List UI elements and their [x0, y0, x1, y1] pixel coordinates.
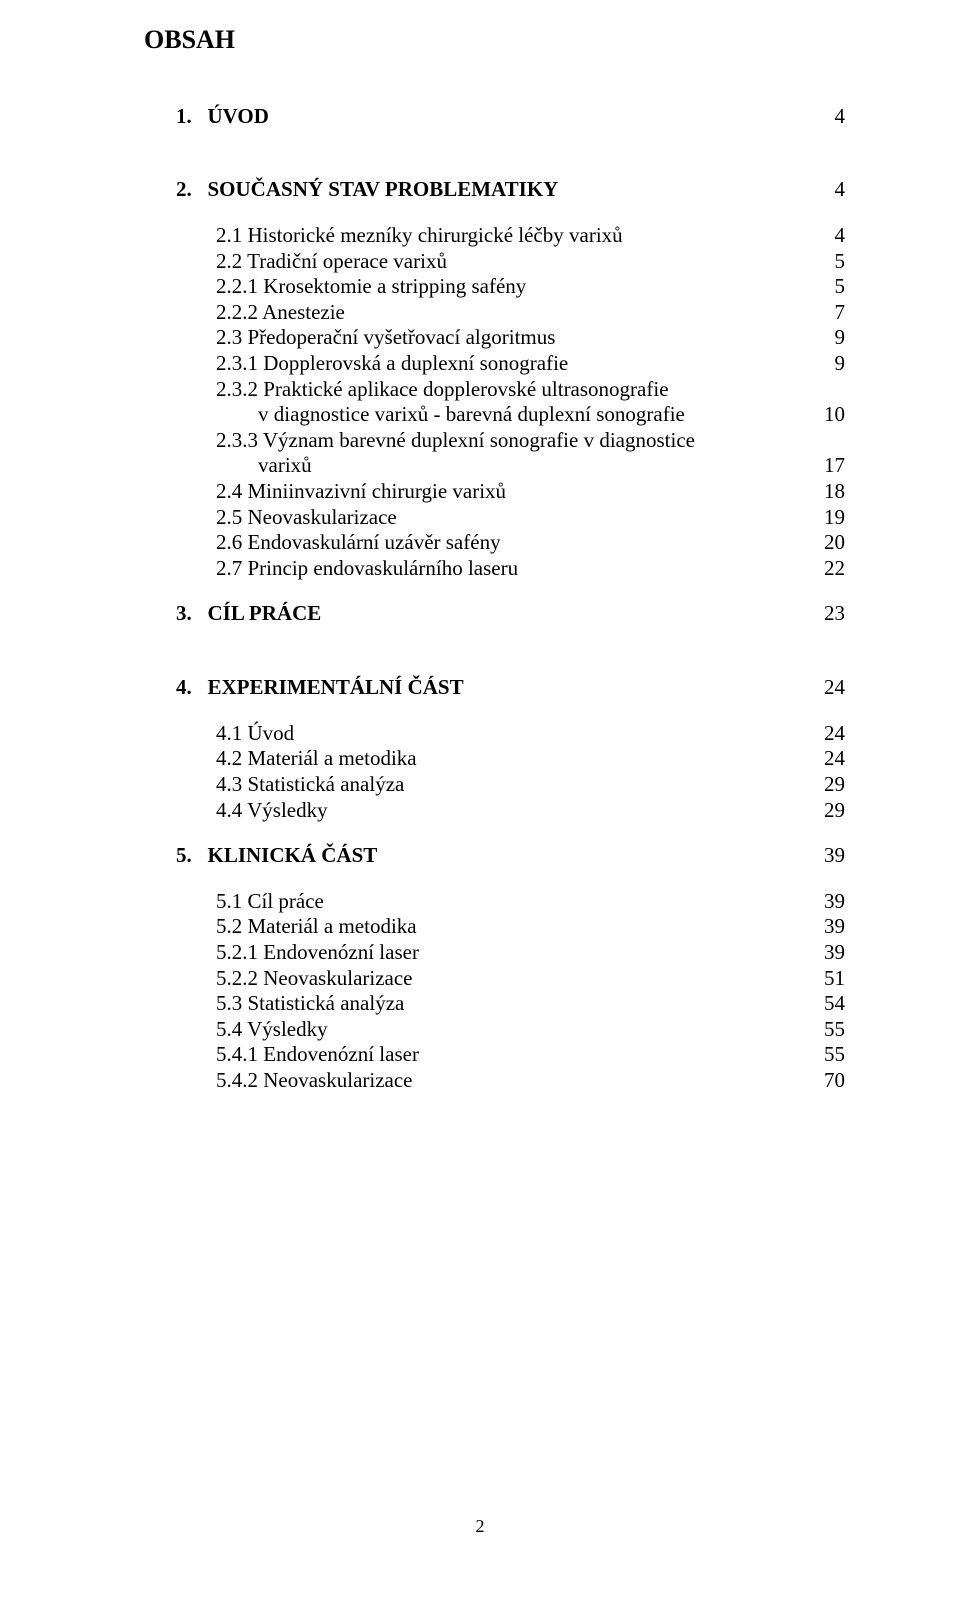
toc-item-5-4: 5.4 Výsledky55 [144, 1017, 845, 1043]
toc-page: 5 [809, 274, 845, 300]
toc-section-5: 5. KLINICKÁ ČÁST 39 [144, 843, 845, 869]
page: OBSAH 1. ÚVOD 4 2. SOUČASNÝ STAV PROBLEM… [0, 0, 960, 1606]
toc-item-5-4-1: 5.4.1 Endovenózní laser55 [144, 1042, 845, 1068]
toc-item-2-2-2: 2.2.2 Anestezie7 [144, 300, 845, 326]
toc-page [809, 377, 845, 403]
toc-page [809, 428, 845, 454]
toc-page: 24 [809, 721, 845, 747]
toc-page: 23 [809, 601, 845, 627]
toc-label: v diagnostice varixů - barevná duplexní … [258, 402, 809, 428]
toc-label: 2.5 Neovaskularizace [216, 505, 809, 531]
toc-label: 4.4 Výsledky [216, 798, 809, 824]
toc-item-5-4-2: 5.4.2 Neovaskularizace70 [144, 1068, 845, 1094]
toc-label: 2.3.3 Význam barevné duplexní sonografie… [216, 428, 809, 454]
toc-page: 29 [809, 772, 845, 798]
toc-page: 7 [809, 300, 845, 326]
toc-page: 5 [809, 249, 845, 275]
toc-page: 29 [809, 798, 845, 824]
toc-label: 2.1 Historické mezníky chirurgické léčby… [216, 223, 809, 249]
toc-page: 55 [809, 1042, 845, 1068]
toc-label: 5.1 Cíl práce [216, 889, 809, 915]
toc-item-4-2: 4.2 Materiál a metodika24 [144, 746, 845, 772]
toc-label: 5.2.2 Neovaskularizace [216, 966, 809, 992]
toc-item-4-4: 4.4 Výsledky29 [144, 798, 845, 824]
toc-page: 39 [809, 940, 845, 966]
toc-label: 2.2 Tradiční operace varixů [216, 249, 809, 275]
toc-item-5-2-2: 5.2.2 Neovaskularizace51 [144, 966, 845, 992]
toc-item-4-1: 4.1 Úvod24 [144, 721, 845, 747]
toc-page: 4 [809, 177, 845, 203]
toc-page: 22 [809, 556, 845, 582]
toc-page: 24 [809, 746, 845, 772]
toc-label: 5.2 Materiál a metodika [216, 914, 809, 940]
toc-label: 5.4.1 Endovenózní laser [216, 1042, 809, 1068]
toc-page: 19 [809, 505, 845, 531]
toc-page: 20 [809, 530, 845, 556]
toc-label: 3. CÍL PRÁCE [176, 601, 809, 627]
toc-section-2: 2. SOUČASNÝ STAV PROBLEMATIKY 4 [144, 177, 845, 203]
toc-item-2-1: 2.1 Historické mezníky chirurgické léčby… [144, 223, 845, 249]
toc-section-3: 3. CÍL PRÁCE 23 [144, 601, 845, 627]
toc-label: 5.3 Statistická analýza [216, 991, 809, 1017]
toc-item-2-3-2-line1: 2.3.2 Praktické aplikace dopplerovské ul… [144, 377, 845, 403]
toc-item-2-4: 2.4 Miniinvazivní chirurgie varixů18 [144, 479, 845, 505]
toc-item-5-2: 5.2 Materiál a metodika39 [144, 914, 845, 940]
toc-label: 4.2 Materiál a metodika [216, 746, 809, 772]
toc-page: 51 [809, 966, 845, 992]
toc-page: 9 [809, 351, 845, 377]
toc-page: 9 [809, 325, 845, 351]
toc-item-5-2-1: 5.2.1 Endovenózní laser39 [144, 940, 845, 966]
toc-item-2-7: 2.7 Princip endovaskulárního laseru22 [144, 556, 845, 582]
toc-label: 2.4 Miniinvazivní chirurgie varixů [216, 479, 809, 505]
toc-item-4-3: 4.3 Statistická analýza29 [144, 772, 845, 798]
toc-item-2-3-1: 2.3.1 Dopplerovská a duplexní sonografie… [144, 351, 845, 377]
toc-label: varixů [258, 453, 809, 479]
toc-page: 24 [809, 675, 845, 701]
toc-page: 4 [809, 223, 845, 249]
toc-item-5-1: 5.1 Cíl práce39 [144, 889, 845, 915]
toc-item-2-3-3-line2: varixů17 [144, 453, 845, 479]
toc-section-1: 1. ÚVOD 4 [144, 104, 845, 130]
toc-label: 1. ÚVOD [176, 104, 809, 130]
toc-label: 2. SOUČASNÝ STAV PROBLEMATIKY [176, 177, 809, 203]
toc-item-5-3: 5.3 Statistická analýza54 [144, 991, 845, 1017]
toc-item-2-3-3-line1: 2.3.3 Význam barevné duplexní sonografie… [144, 428, 845, 454]
toc-label: 5. KLINICKÁ ČÁST [176, 843, 809, 869]
toc-page: 4 [809, 104, 845, 130]
toc-label: 5.4 Výsledky [216, 1017, 809, 1043]
toc-label: 2.7 Princip endovaskulárního laseru [216, 556, 809, 582]
toc-item-2-5: 2.5 Neovaskularizace19 [144, 505, 845, 531]
toc-page: 70 [809, 1068, 845, 1094]
toc-page: 10 [809, 402, 845, 428]
toc-page: 55 [809, 1017, 845, 1043]
toc-label: 4.3 Statistická analýza [216, 772, 809, 798]
toc-label: 5.4.2 Neovaskularizace [216, 1068, 809, 1094]
toc-page: 17 [809, 453, 845, 479]
toc-label: 2.6 Endovaskulární uzávěr safény [216, 530, 809, 556]
toc-label: 4.1 Úvod [216, 721, 809, 747]
toc-section-4: 4. EXPERIMENTÁLNÍ ČÁST 24 [144, 675, 845, 701]
toc-page: 39 [809, 889, 845, 915]
toc-item-2-2-1: 2.2.1 Krosektomie a stripping safény5 [144, 274, 845, 300]
toc-label: 2.3 Předoperační vyšetřovací algoritmus [216, 325, 809, 351]
title: OBSAH [144, 24, 845, 56]
page-number: 2 [0, 1516, 960, 1538]
toc-label: 2.2.1 Krosektomie a stripping safény [216, 274, 809, 300]
toc-item-2-3-2-line2: v diagnostice varixů - barevná duplexní … [144, 402, 845, 428]
toc-item-2-3: 2.3 Předoperační vyšetřovací algoritmus9 [144, 325, 845, 351]
toc-label: 2.3.1 Dopplerovská a duplexní sonografie [216, 351, 809, 377]
toc-page: 39 [809, 843, 845, 869]
toc-page: 39 [809, 914, 845, 940]
toc-item-2-6: 2.6 Endovaskulární uzávěr safény20 [144, 530, 845, 556]
toc-page: 54 [809, 991, 845, 1017]
toc-label: 4. EXPERIMENTÁLNÍ ČÁST [176, 675, 809, 701]
toc-item-2-2: 2.2 Tradiční operace varixů5 [144, 249, 845, 275]
toc-page: 18 [809, 479, 845, 505]
toc-label: 2.2.2 Anestezie [216, 300, 809, 326]
toc-label: 5.2.1 Endovenózní laser [216, 940, 809, 966]
toc-label: 2.3.2 Praktické aplikace dopplerovské ul… [216, 377, 809, 403]
